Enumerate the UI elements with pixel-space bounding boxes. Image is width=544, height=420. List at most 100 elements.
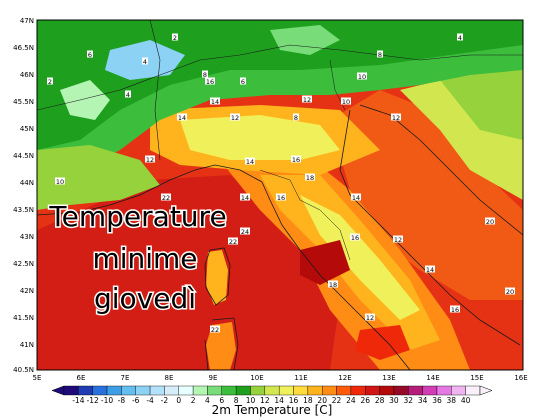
station-value: 16 (291, 155, 301, 164)
station-value: 20 (485, 217, 495, 226)
colorbar-tick-label: 28 (375, 396, 385, 405)
lon-label: 9E (209, 374, 218, 382)
station-value: 18 (328, 280, 338, 289)
svg-text:12: 12 (392, 114, 400, 122)
lat-label: 40.5N (13, 366, 34, 374)
colorbar-swatch (422, 385, 438, 396)
lat-label: 41N (20, 341, 34, 349)
station-value: 14 (245, 157, 255, 166)
svg-text:12: 12 (146, 156, 154, 164)
map-frame (36, 19, 524, 371)
svg-text:16: 16 (451, 306, 459, 314)
colorbar (51, 385, 493, 396)
svg-text:2: 2 (48, 78, 52, 86)
svg-text:14: 14 (211, 98, 219, 106)
colorbar-swatch (135, 385, 151, 396)
station-value: 10 (55, 177, 65, 186)
colorbar-swatch (264, 385, 280, 396)
lon-label: 15E (470, 374, 483, 382)
svg-text:12: 12 (303, 96, 311, 104)
colorbar-swatch (465, 385, 481, 396)
station-value: 14 (351, 193, 361, 202)
station-value: 12 (391, 113, 401, 122)
coastlines (37, 20, 523, 370)
colorbar-tick-label: -10 (101, 396, 113, 405)
lon-label: 11E (294, 374, 307, 382)
station-value: 6 (87, 50, 93, 59)
colorbar-swatch (436, 385, 452, 396)
colorbar-swatch (178, 385, 194, 396)
station-value: 16 (350, 233, 360, 242)
colorbar-swatch (379, 385, 395, 396)
overlay-caption: Temperature minime giovedì (47, 199, 228, 317)
svg-text:16: 16 (292, 156, 300, 164)
colorbar-swatch (121, 385, 136, 396)
svg-text:18: 18 (329, 281, 337, 289)
station-value: 20 (155, 213, 165, 222)
colorbar-swatch (192, 385, 208, 396)
colorbar-tick-label: 24 (346, 396, 356, 405)
station-value: 4 (125, 90, 131, 99)
lat-label: 46.5N (13, 44, 34, 52)
lon-label: 13E (382, 374, 395, 382)
colorbar-tick-label: 16 (289, 396, 299, 405)
colorbar-swatch (293, 385, 309, 396)
colorbar-swatch (307, 385, 323, 396)
colorbar-swatch (221, 385, 237, 396)
svg-text:18: 18 (306, 174, 314, 182)
overlay-line-3: giovedì (94, 282, 196, 315)
station-value: 12 (365, 313, 375, 322)
colorbar-swatch (278, 385, 294, 396)
overlay-line-2: minime (92, 242, 197, 275)
svg-text:10: 10 (358, 73, 366, 81)
svg-text:4: 4 (458, 34, 462, 42)
colorbar-swatch (250, 385, 266, 396)
svg-text:12: 12 (366, 314, 374, 322)
svg-text:16: 16 (206, 78, 214, 86)
lat-label: 43N (20, 233, 34, 241)
lat-label: 43.5N (13, 206, 34, 214)
svg-text:6: 6 (88, 51, 92, 59)
svg-text:8: 8 (203, 71, 207, 79)
station-value: 12 (230, 113, 240, 122)
svg-text:16: 16 (277, 194, 285, 202)
svg-text:14: 14 (241, 194, 249, 202)
station-value: 2 (172, 33, 178, 42)
colorbar-swatch (207, 385, 222, 396)
colorbar-swatch (365, 385, 380, 396)
colorbar-max-arrow (479, 385, 493, 396)
colorbar-tick-label: -14 (72, 396, 84, 405)
colorbar-tick-label: 20 (317, 396, 327, 405)
svg-text:14: 14 (178, 114, 186, 122)
svg-text:2: 2 (173, 34, 177, 42)
lon-label: 14E (426, 374, 439, 382)
svg-text:22: 22 (211, 326, 219, 334)
svg-text:4: 4 (126, 91, 130, 99)
colorbar-tick-label: 14 (274, 396, 284, 405)
station-value: 10 (357, 72, 367, 81)
station-value: 8 (377, 50, 383, 59)
colorbar-tick-label: 22 (332, 396, 342, 405)
lat-label: 42.5N (13, 260, 34, 268)
colorbar-tick-label: 40 (461, 396, 471, 405)
colorbar-tick-label: 0 (176, 396, 181, 405)
latitude-labels: 47N 46.5N 46N 45.5N 45N 44.5N 44N 43.5N … (13, 17, 34, 374)
station-value: 10 (341, 97, 351, 106)
station-values: 2 6 4 2 8 6 8 10 4 14 16 12 12 14 12 14 8 10 12 16 18 14 16 14 2… (47, 33, 515, 334)
svg-text:22: 22 (162, 194, 170, 202)
lon-label: 16E (514, 374, 527, 382)
station-value: 4 (142, 57, 148, 66)
lat-label: 47N (20, 17, 34, 25)
colorbar-tick-label: 6 (219, 396, 224, 405)
station-value: 14 (240, 193, 250, 202)
colorbar-tick-label: 34 (418, 396, 428, 405)
colorbar-tick-label: -4 (146, 396, 154, 405)
station-value: 22 (210, 325, 220, 334)
svg-text:10: 10 (56, 178, 64, 186)
colorbar-swatch (235, 385, 251, 396)
svg-text:10: 10 (342, 98, 350, 106)
colorbar-tick-label: 10 (246, 396, 256, 405)
colorbar-swatch (106, 385, 122, 396)
colorbar-tick-label: 8 (234, 396, 239, 405)
station-value: 14 (425, 265, 435, 274)
